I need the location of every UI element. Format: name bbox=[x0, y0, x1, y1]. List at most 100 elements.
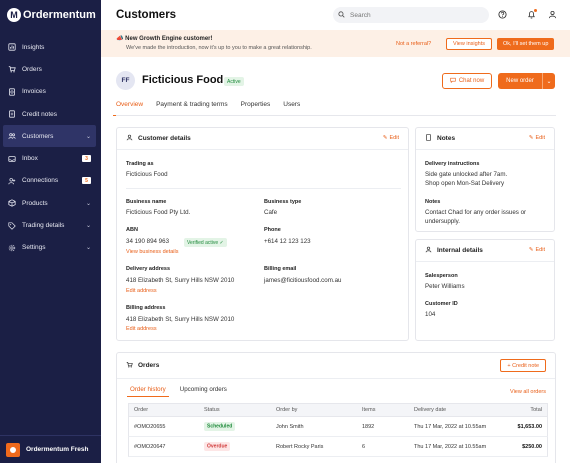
view-all-orders-link[interactable]: View all orders bbox=[510, 389, 546, 395]
view-business-details-link[interactable]: View business details bbox=[126, 249, 179, 255]
tab-payment-trading-terms[interactable]: Payment & trading terms bbox=[156, 101, 228, 108]
tab-overview[interactable]: Overview bbox=[112, 101, 147, 116]
abn-verified-badge: Verified active ✓ bbox=[184, 238, 227, 247]
order-number: #OMO20655 bbox=[134, 423, 166, 430]
inbox-icon bbox=[8, 155, 16, 163]
credit-note-icon bbox=[8, 110, 16, 118]
pencil-icon: ✎ bbox=[382, 135, 388, 141]
sidebar-item-insights[interactable]: Insights bbox=[0, 36, 101, 58]
table-row[interactable]: #OMO20647 Overdue Robert Rocky Paris 6 T… bbox=[128, 437, 548, 457]
order-total: $1,653.00 bbox=[517, 423, 542, 430]
divider bbox=[126, 188, 401, 189]
search-icon bbox=[338, 10, 345, 20]
edit-internal-details-link[interactable]: ✎ Edit bbox=[528, 247, 545, 253]
internal-details-card: Internal details ✎ Edit Salesperson Peter… bbox=[415, 239, 555, 341]
pencil-icon: ✎ bbox=[528, 247, 534, 253]
view-insights-button[interactable]: View insights bbox=[446, 38, 492, 50]
invoice-icon bbox=[8, 88, 16, 96]
main-content: Customers 📣 New Growth Engine customer! … bbox=[101, 0, 570, 463]
column-header: Order by bbox=[276, 407, 298, 413]
note-icon bbox=[425, 134, 432, 143]
chevron-down-icon: ⌄ bbox=[85, 200, 91, 207]
sidebar-item-label: Trading details bbox=[22, 222, 65, 230]
customer-id-value: 104 bbox=[425, 311, 436, 318]
page-title: Customers bbox=[116, 9, 177, 21]
inbox-count-badge: 3 bbox=[82, 155, 91, 163]
new-order-dropdown[interactable]: ⌄ bbox=[542, 73, 555, 89]
sidebar-item-label: Credit notes bbox=[22, 110, 58, 118]
growth-engine-banner: 📣 New Growth Engine customer! We've made… bbox=[101, 30, 570, 57]
edit-customer-details-link[interactable]: ✎ Edit bbox=[382, 135, 399, 141]
table-header: Order Status Order by Items Delivery dat… bbox=[128, 403, 548, 417]
status-badge: Overdue bbox=[204, 442, 231, 451]
connections-count-badge: 5 bbox=[82, 177, 91, 185]
bell-icon[interactable] bbox=[526, 9, 537, 20]
column-header: Delivery date bbox=[414, 407, 447, 413]
business-name-label: Business name bbox=[126, 199, 167, 205]
tab-order-history[interactable]: Order history bbox=[127, 386, 169, 397]
phone-value: +614 12 123 123 bbox=[264, 238, 311, 245]
user-menu-icon[interactable] bbox=[547, 9, 558, 20]
edit-billing-address-link[interactable]: Edit address bbox=[126, 326, 157, 332]
delivery-instructions-label: Delivery instructions bbox=[425, 161, 480, 167]
sidebar-item-label: Connections bbox=[22, 177, 59, 185]
tab-upcoming-orders[interactable]: Upcoming orders bbox=[179, 386, 227, 393]
app-logo[interactable]: M Ordermentum bbox=[7, 8, 96, 22]
sidebar-item-settings[interactable]: Settings ⌄ bbox=[0, 237, 101, 259]
check-icon: ✓ bbox=[219, 239, 224, 246]
chat-now-button[interactable]: Chat now bbox=[442, 73, 492, 89]
search-input[interactable] bbox=[350, 11, 470, 19]
chevron-down-icon: ⌄ bbox=[85, 245, 91, 252]
sidebar-item-connections[interactable]: Connections 5 bbox=[0, 170, 101, 192]
tab-users[interactable]: Users bbox=[283, 101, 301, 108]
users-icon bbox=[8, 132, 16, 140]
edit-delivery-address-link[interactable]: Edit address bbox=[126, 288, 157, 294]
column-header: Status bbox=[204, 407, 220, 413]
sidebar-item-trading-details[interactable]: Trading details ⌄ bbox=[0, 214, 101, 236]
sidebar-item-inbox[interactable]: Inbox 3 bbox=[0, 147, 101, 169]
customer-name: Ficticious Food bbox=[142, 74, 224, 86]
abn-value: 34 190 894 963 bbox=[126, 238, 170, 245]
billing-address-label: Billing address bbox=[126, 305, 166, 311]
sidebar-item-invoices[interactable]: Invoices bbox=[0, 81, 101, 103]
pencil-icon: ✎ bbox=[528, 135, 534, 141]
account-switcher[interactable]: Ordermentum Fresh bbox=[0, 435, 101, 463]
set-up-button[interactable]: Ok, I'll set them up bbox=[497, 38, 555, 50]
edit-notes-link[interactable]: ✎ Edit bbox=[528, 135, 545, 141]
card-title: Notes bbox=[437, 135, 456, 142]
order-by: Robert Rocky Paris bbox=[276, 443, 324, 450]
order-number: #OMO20647 bbox=[134, 443, 166, 450]
delivery-instructions-line-2: Shop open Mon-Sat Delivery bbox=[425, 180, 505, 187]
card-title: Internal details bbox=[437, 247, 483, 254]
not-a-referral-link[interactable]: Not a referral? bbox=[396, 41, 432, 47]
order-total: $250.00 bbox=[522, 443, 542, 450]
sidebar-item-credit-notes[interactable]: Credit notes bbox=[0, 103, 101, 125]
chevron-down-icon: ⌄ bbox=[85, 133, 91, 140]
app-name: Ordermentum bbox=[23, 9, 96, 21]
cart-icon bbox=[8, 65, 16, 73]
supplier-logo-icon bbox=[6, 442, 20, 457]
column-header: Items bbox=[362, 407, 376, 413]
sidebar-nav: Insights Orders Invoices Credit notes Cu… bbox=[0, 36, 101, 259]
sidebar-item-label: Invoices bbox=[22, 88, 46, 96]
card-header: Customer details bbox=[117, 128, 408, 150]
new-order-button[interactable]: New order bbox=[498, 73, 542, 89]
sidebar-item-orders[interactable]: Orders bbox=[0, 58, 101, 80]
billing-email-label: Billing email bbox=[264, 266, 297, 272]
order-items: 1892 bbox=[362, 423, 375, 430]
status-badge: Active bbox=[224, 77, 244, 86]
credit-note-button[interactable]: + Credit note bbox=[500, 359, 546, 372]
delivery-date: Thu 17 Mar, 2022 at 10.55am bbox=[414, 443, 487, 450]
search-box[interactable] bbox=[333, 7, 489, 23]
table-row[interactable]: #OMO20655 Scheduled John Smith 1892 Thu … bbox=[128, 417, 548, 437]
column-header: Total bbox=[530, 407, 542, 413]
sidebar-item-customers[interactable]: Customers ⌄ bbox=[3, 125, 96, 148]
help-icon[interactable] bbox=[497, 9, 508, 20]
tab-properties[interactable]: Properties bbox=[240, 101, 271, 108]
order-status: Scheduled bbox=[204, 422, 236, 431]
customer-avatar: FF bbox=[116, 71, 135, 90]
delivery-address-label: Delivery address bbox=[126, 266, 171, 272]
sidebar-item-label: Settings bbox=[22, 244, 46, 252]
sidebar-item-label: Inbox bbox=[22, 155, 38, 163]
sidebar-item-products[interactable]: Products ⌄ bbox=[0, 192, 101, 214]
